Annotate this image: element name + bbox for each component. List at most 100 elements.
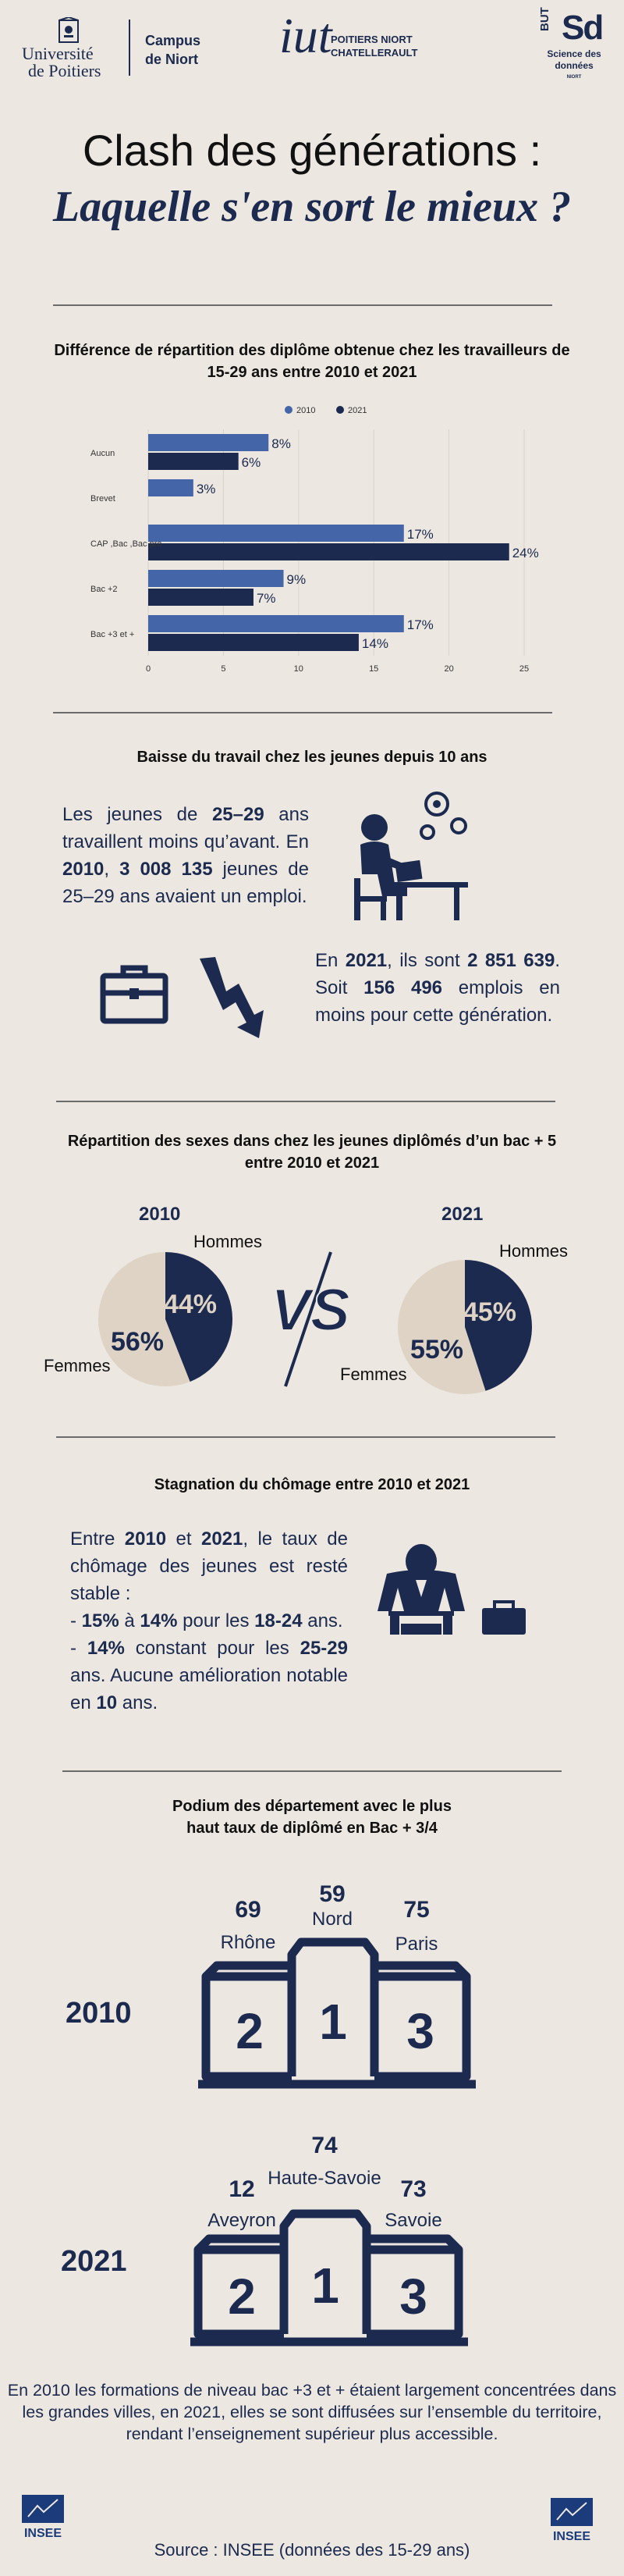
main-subtitle: Laquelle s'en sort le mieux ? — [52, 183, 572, 231]
category-label: CAP ,Bac ,Bac pro — [90, 539, 162, 549]
pie-2010-year: 2010 — [139, 1204, 181, 1225]
podium-2021-step-1: 1 — [311, 2258, 339, 2314]
podium-2010-step-2: 2 — [236, 2003, 264, 2059]
pie-2010: 44%56% — [98, 1252, 233, 1386]
podium-2010-third-name: Paris — [395, 1934, 438, 1955]
podium-2021-first-value: 74 — [311, 2133, 338, 2158]
insee-logo-left: INSEE — [22, 2495, 64, 2541]
podium-2021-first-name: Haute-Savoie — [268, 2168, 381, 2189]
briefcase-icon — [100, 965, 168, 1024]
bar-2010 — [148, 615, 404, 632]
pie-2010-femmes-label: Femmes — [44, 1356, 111, 1375]
legend-marker — [336, 406, 344, 414]
vs-label: VS — [271, 1277, 349, 1343]
gender-section-title: Répartition des sexes dans chez les jeun… — [67, 1133, 557, 1172]
header-divider — [129, 20, 130, 76]
bar-chart: 2010 2021 8%6%3%17%24%9%7%17%14% AucunBre… — [90, 406, 539, 674]
podium-2010-second-name: Rhône — [221, 1932, 276, 1953]
podium-title-line-1: Podium des département avec le plus — [172, 1798, 452, 1815]
university-crest-icon — [58, 17, 79, 43]
university-line-1: Université — [22, 44, 94, 63]
category-label: Aucun — [90, 449, 115, 458]
bar-2010 — [148, 570, 284, 587]
campus-line-2: de Niort — [145, 52, 199, 67]
bar-2021 — [148, 543, 509, 560]
x-tick-label: 5 — [221, 664, 225, 674]
podium-2021-step-2: 2 — [228, 2268, 256, 2325]
trend-down-arrow-icon — [200, 957, 264, 1038]
podium-2021-third-name: Savoie — [385, 2210, 441, 2231]
podium-2010-third-value: 75 — [403, 1897, 429, 1923]
work-paragraph-1: Les jeunes de 25–29 ans travaillent moin… — [62, 804, 309, 907]
unemployment-paragraph: Entre 2010 et 2021, le taux de chômage d… — [70, 1528, 348, 1713]
bar-2010 — [148, 434, 269, 451]
sad-man-icon — [378, 1544, 526, 1635]
pie-2021: 45%55% — [398, 1260, 532, 1394]
bar-data-label: 6% — [242, 455, 261, 470]
iut-line-2: CHATELLERAULT — [331, 47, 418, 59]
bar-data-label: 17% — [407, 527, 434, 542]
podium-2010: 59 Nord 69 Rhône 75 Paris 1 2 3 — [198, 1881, 476, 2089]
x-tick-label: 15 — [369, 664, 378, 674]
bar-2010 — [148, 479, 193, 496]
iut-line-1: POITIERS NIORT — [331, 34, 413, 45]
podium-2021-second-value: 12 — [229, 2176, 254, 2202]
pie-hommes-pct: 44% — [164, 1290, 217, 1319]
podium-2010-year: 2010 — [66, 1997, 132, 2030]
divider-3 — [56, 1101, 555, 1102]
insee-logo-icon — [22, 2495, 64, 2523]
divider-4 — [56, 1436, 555, 1438]
campus-line-1: Campus — [145, 33, 201, 48]
source-text: Source : INSEE (données des 15-29 ans) — [154, 2540, 470, 2560]
pie-femmes-pct: 55% — [410, 1335, 463, 1364]
university-line-2: de Poitiers — [28, 61, 101, 80]
insee-logo-icon — [551, 2498, 593, 2526]
unemployment-section-title: Stagnation du chômage entre 2010 et 2021 — [154, 1476, 470, 1493]
gender-pies: 44%56% 45%55% VS — [98, 1251, 532, 1394]
bar-data-label: 7% — [257, 591, 276, 606]
legend-label: 2021 — [348, 406, 367, 415]
but-line-1: Science des — [547, 48, 601, 59]
pie-slice-hommes — [165, 1252, 233, 1382]
but-vertical-label: BUT — [538, 7, 551, 31]
podium-2010-step-3: 3 — [406, 2003, 434, 2059]
main-title: Clash des générations : — [82, 126, 542, 175]
podium-2021: 74 Haute-Savoie 12 Aveyron 73 Savoie 1 2… — [190, 2133, 468, 2347]
insee-left-label: INSEE — [23, 2527, 62, 2540]
podium-2010-step-1: 1 — [319, 1994, 347, 2050]
but-name: Science des données NIORT — [543, 48, 605, 84]
podium-2010-first-name: Nord — [312, 1909, 353, 1930]
podium-section-title: Podium des département avec le plus haut… — [47, 1795, 577, 1839]
podium-title-line-2: haut taux de diplômé en Bac + 3/4 — [186, 1820, 438, 1837]
campus-name: Campus de Niort — [145, 31, 200, 69]
but-line-3: NIORT — [566, 75, 582, 80]
divider-5 — [62, 1770, 562, 1772]
insee-logo-right: INSEE — [551, 2498, 593, 2544]
bar-2010 — [148, 525, 404, 542]
podium-2021-third-value: 73 — [400, 2176, 426, 2202]
pie-2021-femmes-label: Femmes — [340, 1364, 407, 1384]
legend-label: 2010 — [296, 406, 315, 415]
but-line-2: données — [555, 60, 594, 71]
podium-2021-year: 2021 — [61, 2245, 127, 2278]
iut-logo-icon: iut — [279, 8, 332, 63]
chart-title: Différence de répartition des diplôme ob… — [54, 342, 570, 381]
x-tick-label: 0 — [146, 664, 151, 674]
pie-femmes-pct: 56% — [111, 1327, 164, 1357]
conclusion-text: En 2010 les formations de niveau bac +3 … — [7, 2381, 617, 2443]
podium-2021-second-name: Aveyron — [207, 2210, 276, 2231]
bar-data-label: 3% — [197, 482, 216, 496]
pie-2010-hommes-label: Hommes — [193, 1232, 263, 1251]
legend-marker — [285, 406, 292, 414]
podium-2010-second-value: 69 — [235, 1897, 261, 1923]
x-tick-label: 20 — [444, 664, 453, 674]
bar-2021 — [148, 453, 239, 470]
bar-data-label: 17% — [407, 617, 434, 632]
sd-logo-icon: Sd — [562, 9, 604, 47]
bar-2021 — [148, 634, 359, 651]
university-name: Université de Poitiers — [22, 45, 101, 80]
x-tick-label: 25 — [519, 664, 529, 674]
vs-slash — [284, 1251, 332, 1387]
bar-data-label: 9% — [287, 572, 307, 587]
category-label: Bac +3 et + — [90, 630, 134, 639]
